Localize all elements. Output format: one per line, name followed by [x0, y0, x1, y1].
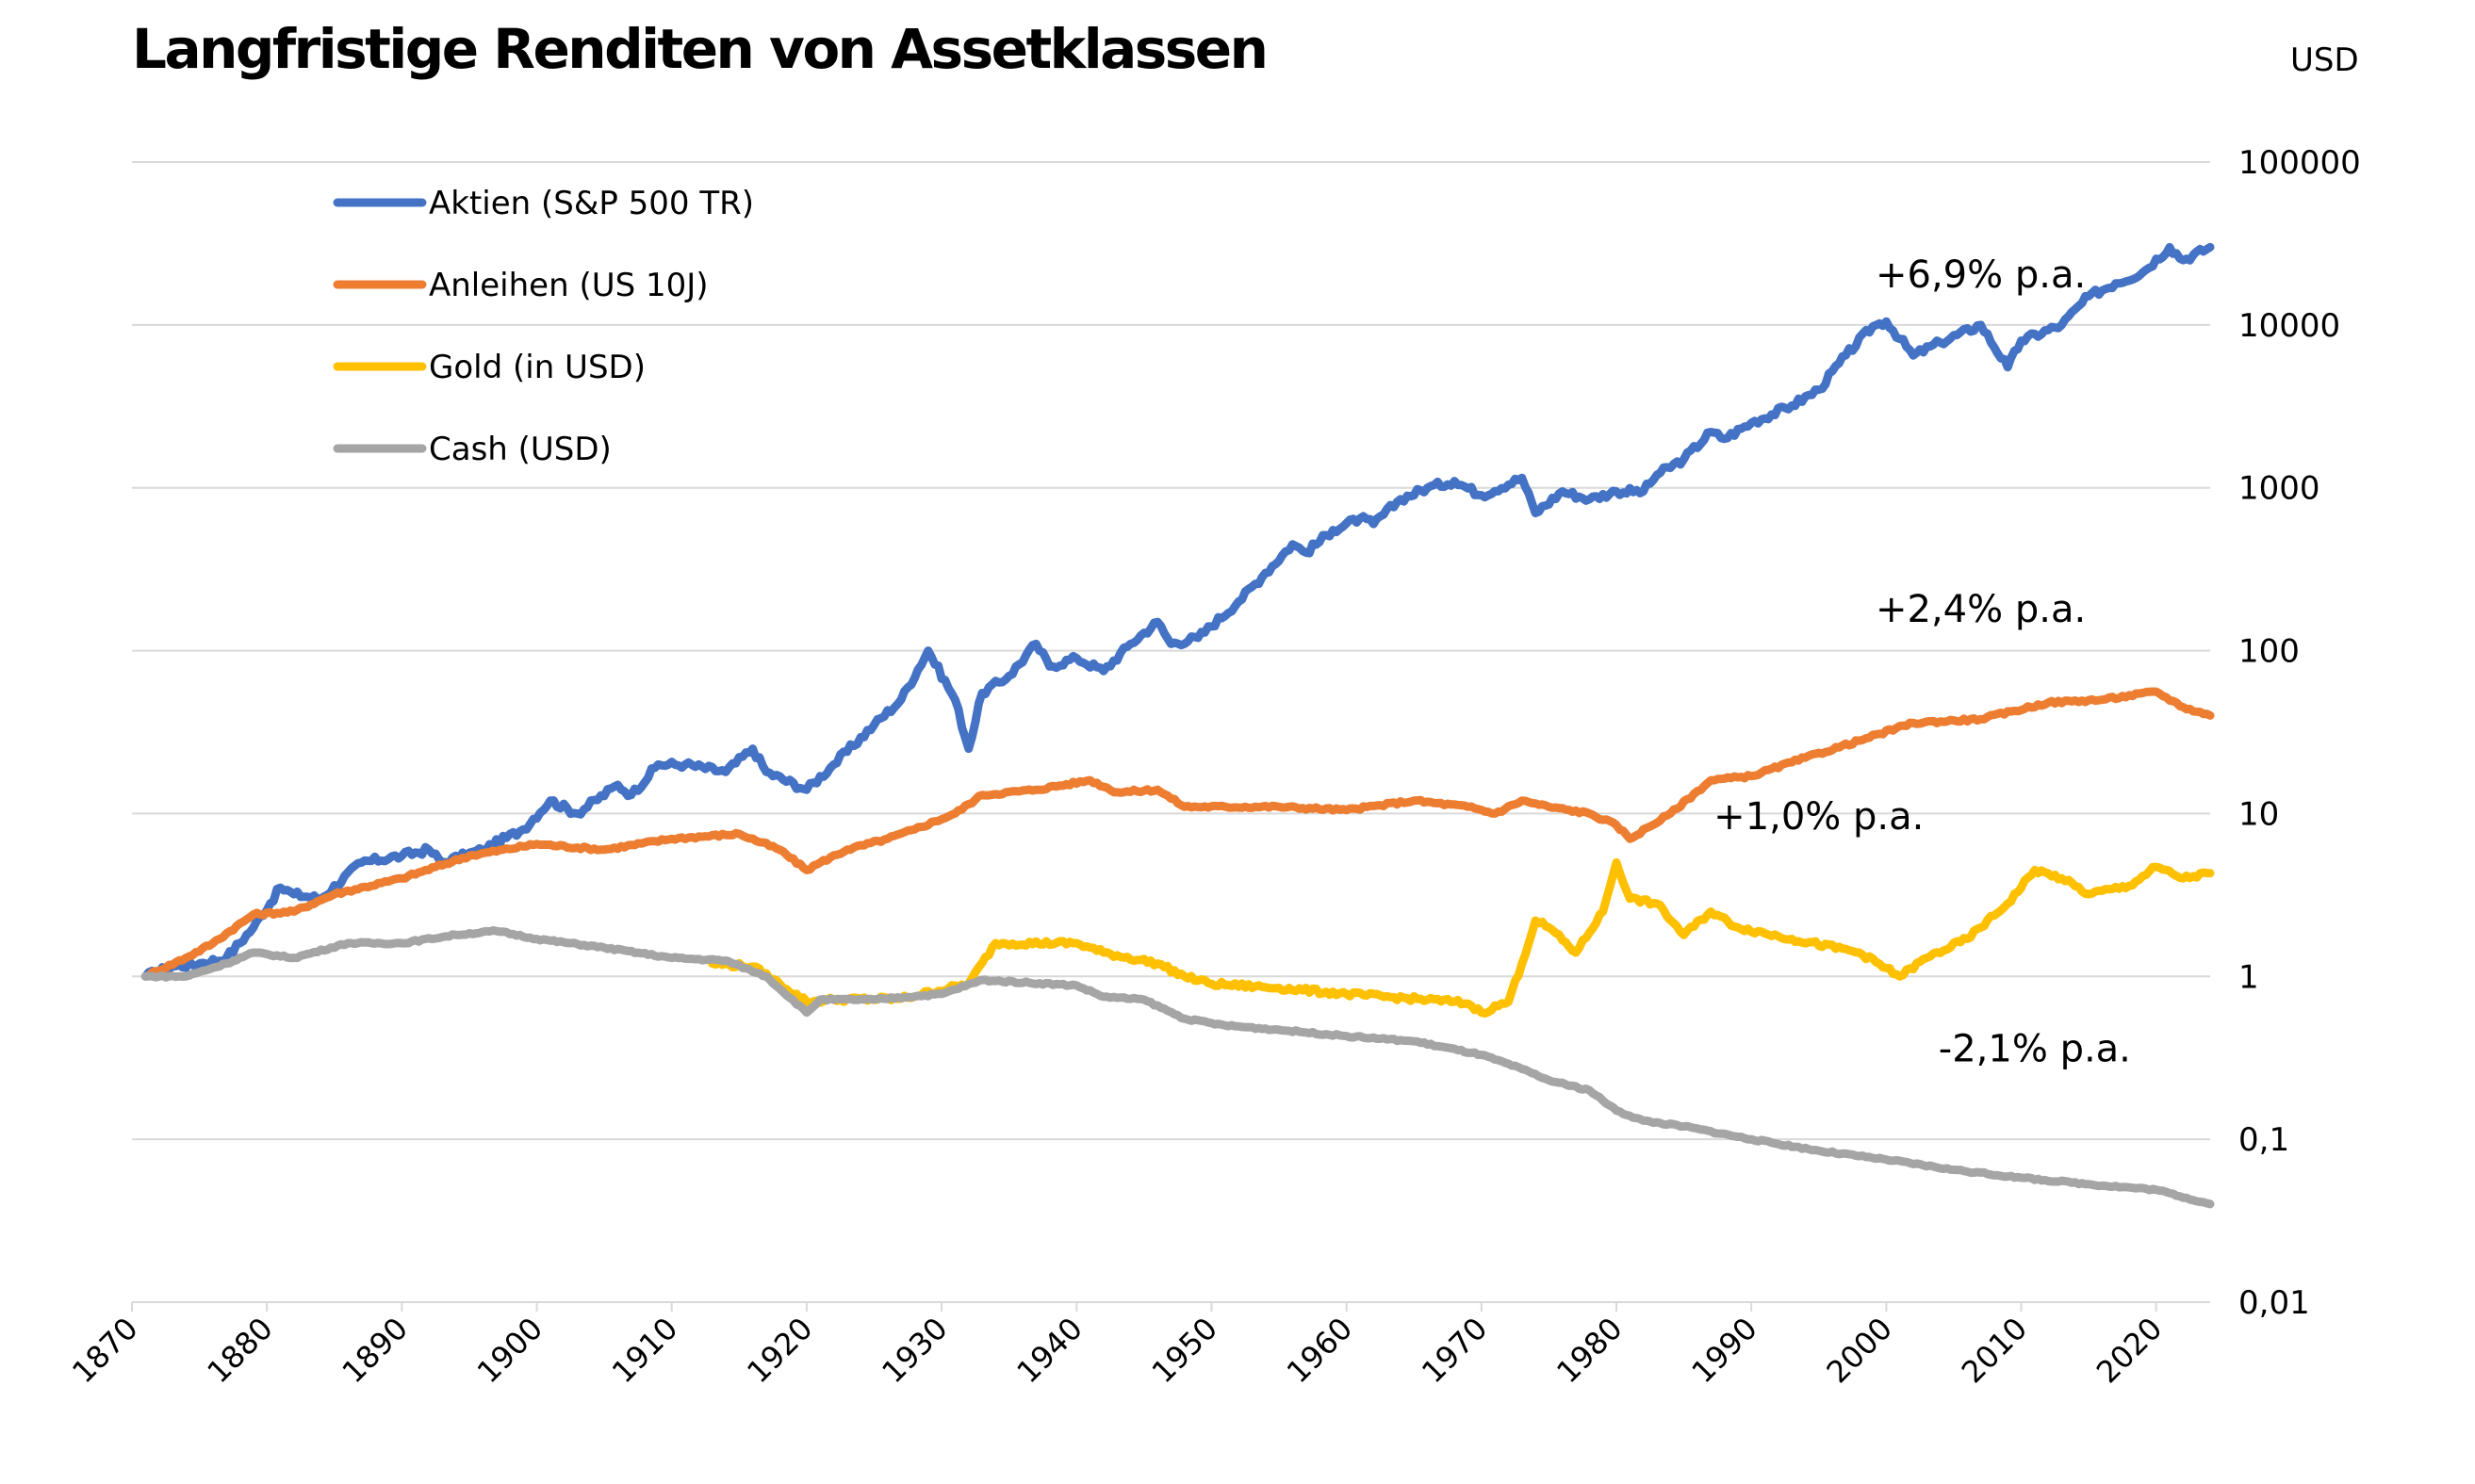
x-tick-label: 2000 [1820, 1311, 1899, 1390]
x-axis-ticks: 1870 1880 1890 1900 1910 1920 1930 1940 1950 1960… [65, 1302, 2169, 1390]
y-tick-label: 1 [2238, 958, 2259, 996]
y-axis-unit-label: USD [2290, 41, 2359, 79]
x-tick-label: 2020 [2090, 1311, 2169, 1390]
x-tick-label: 1960 [1280, 1311, 1359, 1390]
legend-item[interactable]: Cash (USD) [333, 431, 612, 468]
legend-item[interactable]: Aktien (S&P 500 TR) [333, 185, 754, 222]
legend-label: Cash (USD) [429, 431, 612, 468]
y-tick-label: 100000 [2238, 144, 2361, 182]
legend-label: Aktien (S&P 500 TR) [429, 185, 754, 222]
gridlines [132, 161, 2210, 1303]
legend-item[interactable]: Anleihen (US 10J) [333, 267, 709, 304]
series-line-cash [140, 926, 2215, 1209]
y-tick-label: 100 [2238, 633, 2300, 671]
x-tick-label: 1970 [1415, 1311, 1494, 1390]
y-tick-label: 10 [2238, 795, 2279, 833]
y-tick-label: 1000 [2238, 470, 2320, 508]
annotation-label: +2,4% p.a. [1876, 588, 2086, 631]
x-tick-label: 1950 [1145, 1311, 1224, 1390]
annotations: +6,9% p.a. +2,4% p.a. +1,0% p.a. -2,1% p.a. [1713, 253, 2131, 1071]
series-lines [140, 242, 2215, 1209]
annotation-label: +1,0% p.a. [1713, 795, 1924, 839]
x-tick-label: 1880 [200, 1311, 279, 1390]
x-tick-label: 1890 [336, 1311, 415, 1390]
x-tick-label: 1930 [875, 1311, 954, 1390]
chart-title: Langfristige Renditen von Assetklassen [132, 17, 1269, 81]
x-tick-label: 1920 [740, 1311, 819, 1390]
y-axis-ticks: 100000 10000 1000 100 10 1 0,1 0,01 [2238, 144, 2361, 1322]
series-line-anleihen [140, 687, 2215, 981]
y-tick-label: 10000 [2238, 307, 2340, 345]
legend-label: Gold (in USD) [429, 349, 646, 386]
annotation-label: +6,9% p.a. [1876, 253, 2086, 297]
legend[interactable]: Aktien (S&P 500 TR) Anleihen (US 10J) Gold… [333, 185, 754, 468]
series-line-aktien [140, 242, 2215, 981]
annotation-label: -2,1% p.a. [1939, 1028, 2131, 1071]
x-tick-label: 1990 [1684, 1311, 1763, 1390]
x-tick-label: 1870 [65, 1311, 144, 1390]
x-tick-label: 1980 [1549, 1311, 1629, 1390]
legend-label: Anleihen (US 10J) [429, 267, 709, 304]
x-tick-label: 2010 [1955, 1311, 2034, 1390]
x-tick-label: 1940 [1009, 1311, 1089, 1390]
y-tick-label: 0,01 [2238, 1284, 2310, 1322]
x-tick-label: 1910 [605, 1311, 684, 1390]
y-tick-label: 0,1 [2238, 1121, 2289, 1159]
x-tick-label: 1900 [470, 1311, 549, 1390]
legend-item[interactable]: Gold (in USD) [333, 349, 646, 386]
